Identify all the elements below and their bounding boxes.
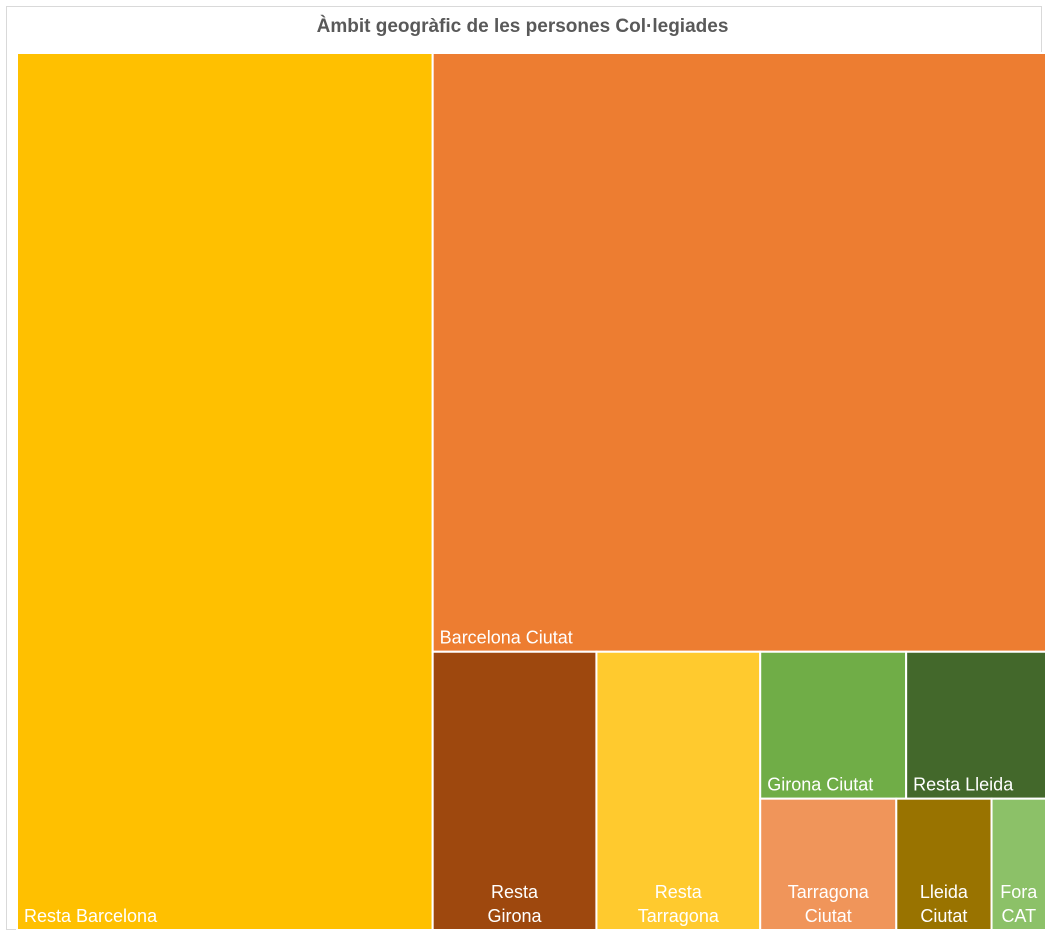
tile-label-resta-tarragona-2: Tarragona: [638, 906, 720, 926]
tile-label-resta-girona-1: Resta: [491, 882, 539, 902]
chart-title: Àmbit geogràfic de les persones Col·legi…: [316, 16, 729, 37]
tile-label-resta-barcelona: Resta Barcelona: [24, 906, 158, 926]
tile-label-fora-cat-1: Fora: [1000, 882, 1038, 902]
tile-label-tarragona-ciutat-2: Ciutat: [805, 906, 852, 926]
tile-tarragona-ciutat: [759, 797, 898, 931]
tile-resta-barcelona: [16, 52, 434, 931]
tile-label-resta-lleida: Resta Lleida: [913, 775, 1014, 795]
tile-fora-cat: [990, 797, 1045, 931]
tile-label-lleida-ciutat-1: Lleida: [920, 882, 969, 902]
tile-resta-girona: [431, 650, 598, 931]
tile-barcelona-ciutat: [431, 52, 1045, 653]
tile-label-fora-cat-2: CAT: [1001, 906, 1036, 926]
tile-label-resta-girona-2: Girona: [488, 906, 543, 926]
tile-lleida-ciutat: [895, 797, 993, 931]
tile-label-tarragona-ciutat-1: Tarragona: [788, 882, 870, 902]
tile-label-resta-tarragona-1: Resta: [655, 882, 703, 902]
tile-label-lleida-ciutat-2: Ciutat: [920, 906, 967, 926]
tile-label-girona-ciutat: Girona Ciutat: [767, 775, 873, 795]
tile-label-barcelona-ciutat: Barcelona Ciutat: [440, 628, 573, 648]
